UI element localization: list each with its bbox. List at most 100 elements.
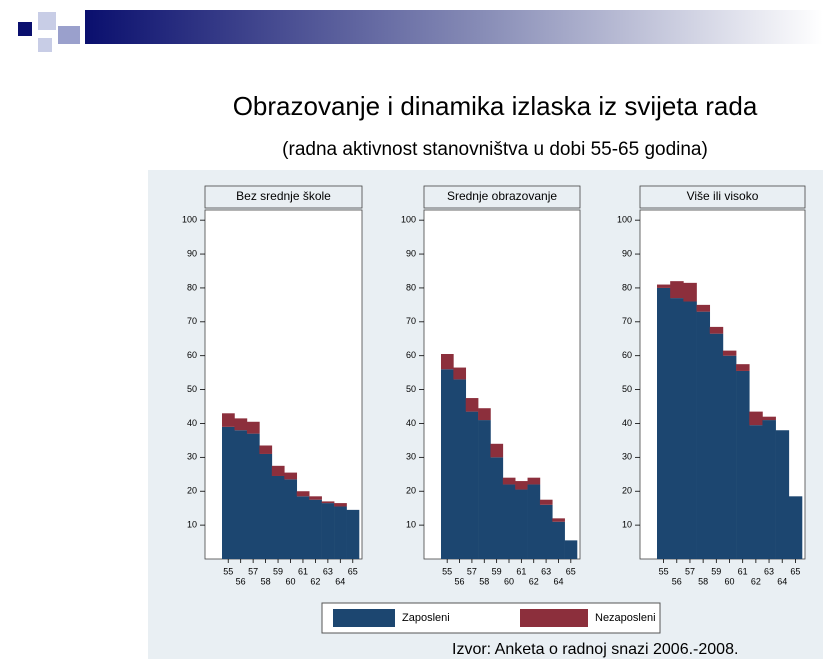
bar-segment bbox=[296, 496, 310, 559]
x-tick-label: 65 bbox=[566, 566, 576, 576]
y-tick-label: 20 bbox=[622, 486, 632, 496]
x-tick-label: 55 bbox=[223, 566, 233, 576]
y-tick-label: 60 bbox=[187, 350, 197, 360]
bar-segment bbox=[334, 503, 347, 507]
panel-title: Više ili visoko bbox=[687, 189, 759, 203]
x-tick-label: 57 bbox=[248, 566, 258, 576]
x-tick-label: 56 bbox=[672, 576, 682, 586]
bar-segment bbox=[736, 370, 750, 559]
legend-swatch bbox=[520, 609, 588, 627]
bar-segment bbox=[527, 484, 541, 559]
panel-title: Srednje obrazovanje bbox=[447, 189, 557, 203]
panel-title: Bez srednje škole bbox=[236, 189, 331, 203]
x-tick-label: 55 bbox=[659, 566, 669, 576]
bar-segment bbox=[539, 504, 553, 559]
y-tick-label: 10 bbox=[622, 519, 632, 529]
y-tick-label: 100 bbox=[617, 215, 632, 225]
bar-segment bbox=[657, 284, 671, 288]
y-tick-label: 80 bbox=[406, 282, 416, 292]
y-tick-label: 20 bbox=[187, 486, 197, 496]
legend-swatch bbox=[333, 609, 395, 627]
y-tick-label: 90 bbox=[622, 248, 632, 258]
bar-segment bbox=[762, 416, 776, 421]
bar-segment bbox=[722, 350, 737, 356]
x-tick-label: 57 bbox=[685, 566, 695, 576]
bar-segment bbox=[309, 499, 322, 559]
bar-segment bbox=[722, 355, 737, 559]
bar-segment bbox=[670, 298, 684, 559]
bar-segment bbox=[271, 475, 285, 559]
y-tick-label: 30 bbox=[187, 452, 197, 462]
bar-segment bbox=[465, 398, 479, 412]
y-tick-label: 30 bbox=[406, 452, 416, 462]
x-tick-label: 65 bbox=[790, 566, 800, 576]
x-tick-label: 63 bbox=[323, 566, 333, 576]
bar-segment bbox=[670, 281, 684, 299]
y-tick-label: 50 bbox=[406, 384, 416, 394]
x-tick-label: 64 bbox=[335, 576, 345, 586]
y-tick-label: 50 bbox=[187, 384, 197, 394]
bar-segment bbox=[234, 418, 248, 431]
bar-segment bbox=[465, 411, 479, 559]
y-tick-label: 100 bbox=[401, 215, 416, 225]
x-tick-label: 64 bbox=[553, 576, 563, 586]
x-tick-label: 62 bbox=[310, 576, 320, 586]
y-tick-label: 70 bbox=[622, 316, 632, 326]
x-tick-label: 62 bbox=[751, 576, 761, 586]
bar-segment bbox=[539, 499, 553, 505]
bar-segment bbox=[296, 491, 310, 497]
y-tick-label: 80 bbox=[622, 282, 632, 292]
x-tick-label: 60 bbox=[724, 576, 734, 586]
bar-segment bbox=[788, 496, 803, 559]
y-tick-label: 40 bbox=[406, 418, 416, 428]
x-tick-label: 61 bbox=[516, 566, 526, 576]
bar-segment bbox=[683, 282, 697, 302]
charts: Bez srednje škole 10 20 30 40 50 60 70 80 90 100 55… bbox=[182, 185, 806, 586]
bar-segment bbox=[775, 430, 790, 559]
bar-segment bbox=[453, 379, 467, 559]
y-tick-label: 80 bbox=[187, 282, 197, 292]
bar-segment bbox=[453, 367, 467, 380]
bar-segment bbox=[762, 420, 776, 559]
x-tick-label: 60 bbox=[504, 576, 514, 586]
bar-segment bbox=[441, 354, 454, 370]
y-tick-label: 70 bbox=[187, 316, 197, 326]
bar-segment bbox=[736, 364, 750, 371]
bar-segment bbox=[749, 411, 763, 426]
bar-segment bbox=[246, 433, 260, 559]
bar-segment bbox=[441, 369, 454, 559]
bar-segment bbox=[749, 425, 763, 559]
x-tick-label: 60 bbox=[285, 576, 295, 586]
bar-segment bbox=[515, 489, 528, 559]
bar-segment bbox=[490, 443, 504, 458]
x-tick-label: 65 bbox=[348, 566, 358, 576]
header-decoration bbox=[18, 10, 823, 52]
bar-segment bbox=[502, 484, 516, 559]
y-tick-label: 10 bbox=[187, 519, 197, 529]
legend-label: Zaposleni bbox=[402, 612, 450, 624]
y-tick-label: 60 bbox=[622, 350, 632, 360]
y-tick-label: 10 bbox=[406, 519, 416, 529]
x-tick-label: 59 bbox=[273, 566, 283, 576]
bar-segment bbox=[490, 457, 504, 559]
bar-segment bbox=[346, 509, 360, 559]
bar-segment bbox=[564, 540, 578, 559]
panel-header bbox=[423, 185, 581, 209]
bar-segment bbox=[683, 301, 697, 559]
x-tick-label: 58 bbox=[261, 576, 271, 586]
panel-header bbox=[204, 185, 363, 209]
x-tick-label: 64 bbox=[777, 576, 787, 586]
bar-segment bbox=[309, 496, 322, 500]
subtitle: (radna aktivnost stanovništva u dobi 55-… bbox=[282, 139, 708, 160]
bar-segment bbox=[321, 503, 335, 559]
y-tick-label: 40 bbox=[622, 418, 632, 428]
bar-segment bbox=[271, 465, 285, 476]
x-tick-label: 57 bbox=[467, 566, 477, 576]
bar-segment bbox=[234, 430, 248, 559]
bar-segment bbox=[709, 333, 724, 559]
legend: Zaposleni Nezaposleni bbox=[321, 602, 661, 634]
x-tick-label: 61 bbox=[738, 566, 748, 576]
x-tick-label: 58 bbox=[698, 576, 708, 586]
x-tick-label: 58 bbox=[479, 576, 489, 586]
